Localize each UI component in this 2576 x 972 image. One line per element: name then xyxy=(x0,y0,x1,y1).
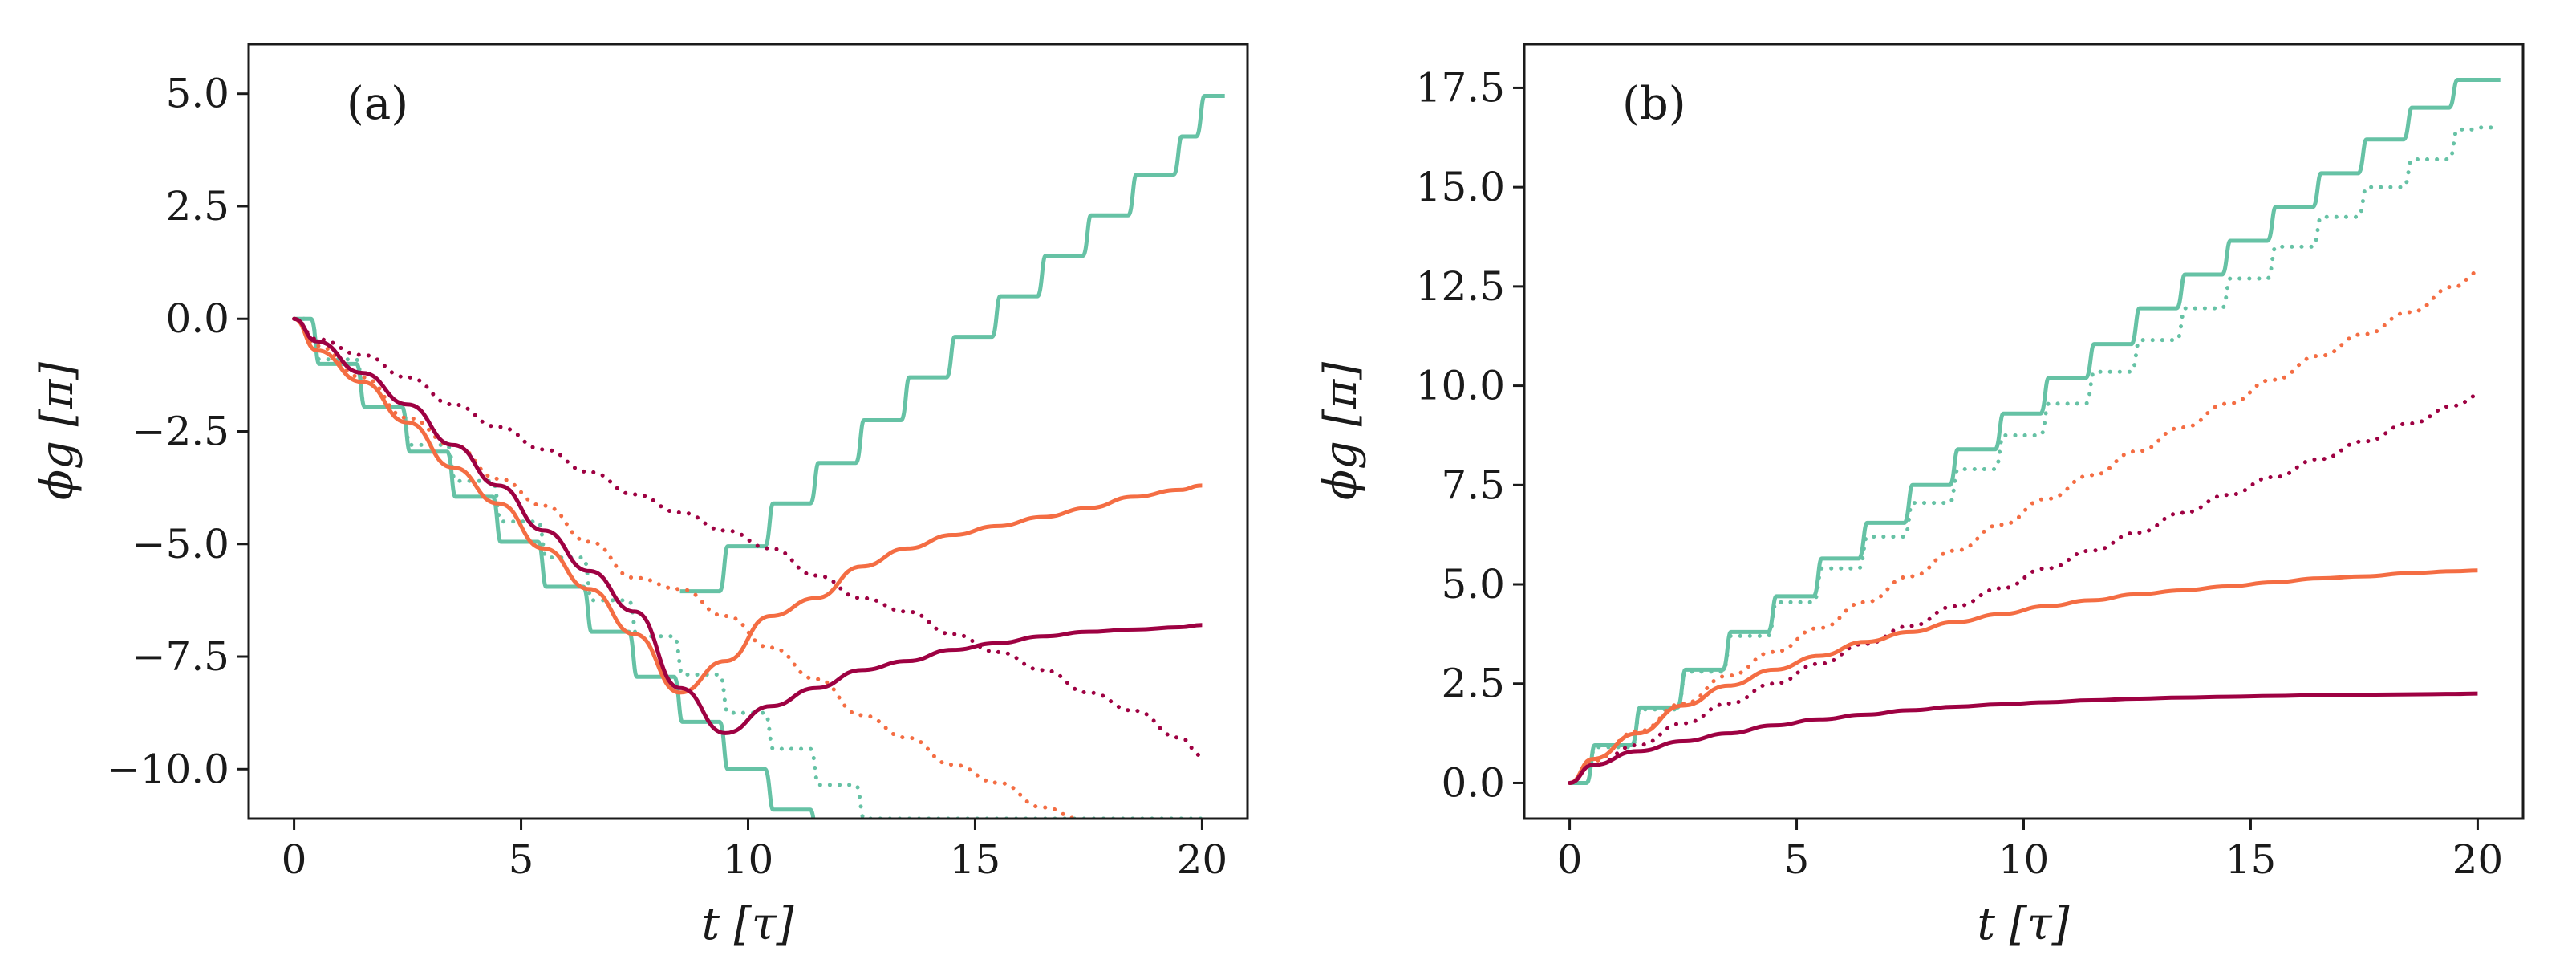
panel-a-ytick-label: −2.5 xyxy=(132,409,229,455)
panel-b-ticks: 0 5 10 15 20 17.5 15.0 12.5 10.0 7.5 5.0 2.5 0.0 xyxy=(1416,64,2504,883)
panel-a-xlabel: t [τ] xyxy=(702,898,794,950)
panel-b-ytick-label: 2.5 xyxy=(1441,661,1505,707)
panel-a-ytick-label: −7.5 xyxy=(132,633,229,680)
panel-a-series-crimson-solid xyxy=(294,316,1203,735)
panel-a-ytick-label: 0.0 xyxy=(165,295,229,342)
panel-a-label: (a) xyxy=(347,78,408,130)
panel-b-xtick-label: 0 xyxy=(1557,836,1583,883)
panel-b-series-teal-solid xyxy=(1569,78,2501,785)
panel-b-ytick-label: 15.0 xyxy=(1416,164,1505,210)
panel-b-series-orange-solid xyxy=(1568,568,2478,785)
panel-a-xtick-label: 10 xyxy=(723,836,774,883)
panel-a-xtick-label: 15 xyxy=(950,836,1001,883)
panel-b: 0 5 10 15 20 17.5 15.0 12.5 10.0 7.5 5.0 2.5 0.0 (b)… xyxy=(1315,43,2525,950)
panel-b-xtick-label: 10 xyxy=(1998,836,2050,883)
panel-a-ytick-label: 5.0 xyxy=(165,71,229,117)
panel-a-series-orange-dotted xyxy=(292,316,1082,819)
panel-b-ytick-label: 0.0 xyxy=(1441,759,1505,806)
panel-b-xlabel: t [τ] xyxy=(1978,898,2070,950)
panel-a-series-teal-solid-rise xyxy=(679,94,1225,594)
panel-b-ytick-label: 7.5 xyxy=(1441,462,1505,508)
panel-a-xtick-label: 0 xyxy=(282,836,307,883)
panel-b-ytick-label: 10.0 xyxy=(1416,363,1505,409)
panel-a-ticks: 0 5 10 15 20 5.0 2.5 0.0 −2.5 −5.0 −7.5 −10.0 xyxy=(107,71,1227,883)
panel-a-series-teal-dotted xyxy=(292,316,1204,819)
panel-a-xtick-label: 20 xyxy=(1177,836,1228,883)
panel-a-series-crimson-dotted xyxy=(292,316,1204,758)
panel-a-ylabel: ϕg [π] xyxy=(31,362,83,500)
panel-b-xtick-label: 15 xyxy=(2225,836,2277,883)
panel-b-series-crimson-dotted xyxy=(1568,393,2480,785)
panel-a-ytick-label: 2.5 xyxy=(165,183,229,230)
panel-a-frame xyxy=(247,43,1249,820)
panel-a-series xyxy=(292,94,1225,819)
panel-a-ytick-label: −5.0 xyxy=(132,521,229,567)
panel-b-ytick-label: 17.5 xyxy=(1416,64,1505,111)
panel-b-ytick-label: 12.5 xyxy=(1416,263,1505,310)
panel-a-series-teal-solid xyxy=(294,316,816,819)
panel-b-xtick-label: 20 xyxy=(2452,836,2504,883)
panel-a-ytick-label: −10.0 xyxy=(107,746,229,792)
panel-b-series-teal-dotted xyxy=(1568,125,2503,785)
panel-b-ytick-label: 5.0 xyxy=(1441,561,1505,608)
panel-b-label: (b) xyxy=(1622,78,1686,130)
panel-a-series-orange-solid xyxy=(293,316,1203,695)
panel-b-ylabel: ϕg [π] xyxy=(1315,362,1367,500)
panel-b-series xyxy=(1568,78,2503,785)
panel-b-xtick-label: 5 xyxy=(1784,836,1810,883)
panel-a: 0 5 10 15 20 5.0 2.5 0.0 −2.5 −5.0 −7.5 −10.0 (a) t… xyxy=(31,43,1249,950)
panel-a-xtick-label: 5 xyxy=(509,836,534,883)
panel-b-series-orange-dotted xyxy=(1568,270,2480,785)
panel-b-series-crimson-solid xyxy=(1569,691,2478,785)
